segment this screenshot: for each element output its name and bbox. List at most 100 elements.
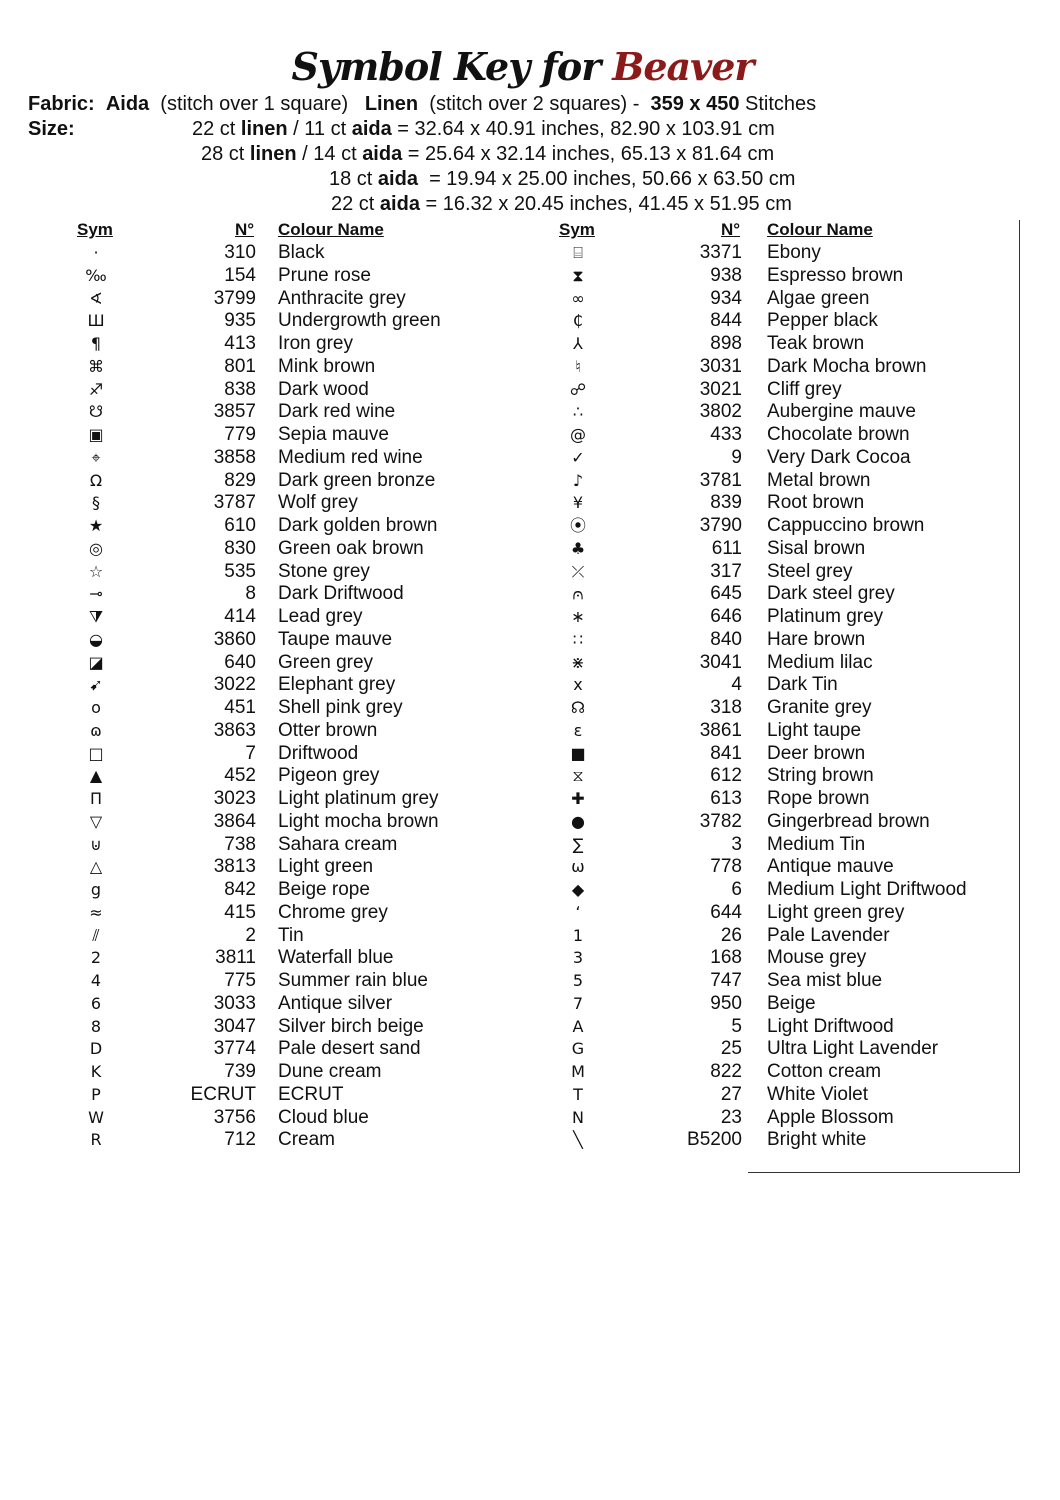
symbol-icon: ♣ — [570, 538, 586, 558]
symbol-icon: ⊸ — [89, 584, 103, 604]
colour-name: Pale Lavender — [767, 924, 890, 946]
floss-number: 5 — [731, 1015, 742, 1037]
symbol-icon: Ω — [89, 470, 103, 490]
floss-number: 739 — [224, 1061, 256, 1082]
symbol-icon: ɷ — [90, 720, 102, 740]
colour-name: Ebony — [767, 242, 821, 263]
symbol-icon: g — [90, 880, 102, 899]
symbol-icon: 7 — [572, 993, 584, 1013]
size-line-part: 28 ct — [201, 143, 250, 165]
colour-name: Shell pink grey — [278, 697, 403, 718]
colour-name: Stone grey — [278, 560, 370, 582]
fabric-label: Fabric: — [28, 93, 95, 115]
floss-number: 535 — [224, 560, 256, 582]
floss-number: 3756 — [213, 1106, 256, 1128]
size-line: 22 ct aida = 16.32 x 20.45 inches, 41.45… — [331, 193, 792, 216]
symbol-icon: ➹ — [89, 675, 103, 695]
symbol-icon: ¶ — [90, 334, 102, 353]
fabric-line: Fabric: Aida (stitch over 1 square) Line… — [28, 93, 816, 116]
symbol-icon: ⧖ — [572, 766, 584, 786]
floss-number: 3781 — [699, 469, 742, 491]
colour-name: Medium red wine — [278, 446, 423, 468]
colour-name: Dark Tin — [767, 674, 838, 696]
colour-name: Taupe mauve — [278, 628, 393, 650]
symbol-icon: △ — [89, 857, 103, 877]
symbol-icon: W — [88, 1107, 104, 1127]
floss-number: 3782 — [699, 810, 742, 832]
floss-number: 611 — [711, 537, 742, 559]
floss-number: 26 — [720, 924, 742, 946]
floss-number: 25 — [720, 1038, 742, 1060]
floss-number: 640 — [224, 651, 256, 673]
size-line-part: 18 ct — [329, 168, 378, 190]
symbol-icon: P — [91, 1084, 101, 1104]
size-label-text: Size: — [28, 118, 75, 140]
floss-number: 3371 — [699, 242, 742, 263]
colour-name: Prune rose — [278, 264, 371, 286]
colour-name: Dark Mocha brown — [767, 355, 927, 377]
floss-number: 415 — [224, 901, 256, 923]
floss-number: 3802 — [699, 401, 742, 423]
colour-name: Dark wood — [278, 378, 369, 400]
colour-name: Mouse grey — [767, 947, 867, 969]
colour-name: Light green — [278, 856, 374, 878]
size-line-part: aida — [362, 143, 403, 165]
colour-name: Mink brown — [278, 355, 376, 377]
floss-number: 646 — [710, 606, 742, 627]
size-line-part: = 25.64 x 32.14 inches, 65.13 x 81.64 cm — [402, 143, 775, 165]
symbol-icon: ☆ — [88, 561, 104, 581]
colour-name: Dark red wine — [278, 401, 396, 423]
symbol-icon: 3 — [572, 948, 584, 968]
left-header-name: Colour Name — [278, 220, 384, 239]
colour-name: Deer brown — [767, 742, 866, 764]
floss-number: 3861 — [699, 719, 742, 741]
symbol-icon: ∑ — [572, 834, 584, 854]
symbol-icon: ⌖ — [91, 447, 101, 467]
colour-name: Lead grey — [278, 606, 363, 627]
floss-number: 451 — [224, 697, 256, 718]
symbol-icon: ☍ — [569, 379, 587, 399]
floss-number: 9 — [731, 446, 742, 468]
floss-number: 645 — [710, 583, 742, 605]
symbol-icon: ⌘ — [88, 356, 104, 376]
size-line-part: aida — [379, 193, 420, 215]
floss-number: ECRUT — [190, 1083, 256, 1105]
floss-number: 7 — [245, 742, 256, 764]
floss-number: 3813 — [213, 856, 256, 878]
floss-number: 747 — [710, 970, 742, 991]
floss-number: 838 — [224, 378, 256, 400]
floss-number: 613 — [710, 788, 742, 809]
floss-number: 8 — [245, 583, 256, 605]
floss-number: 452 — [224, 765, 256, 787]
colour-name: Hare brown — [767, 628, 866, 650]
symbol-icon: □ — [88, 743, 104, 763]
right-header-name: Colour Name — [767, 220, 873, 239]
symbol-icon: @ — [570, 425, 586, 444]
floss-number: 3787 — [213, 492, 256, 514]
symbol-icon: 5 — [572, 971, 584, 990]
floss-number: 3857 — [213, 401, 256, 423]
colour-name: Silver birch beige — [278, 1015, 424, 1037]
floss-number: 779 — [224, 424, 256, 445]
symbol-icon: ● — [571, 811, 585, 831]
colour-name: Cream — [278, 1129, 336, 1151]
symbol-icon: ¥ — [572, 493, 584, 513]
colour-name: Medium Light Driftwood — [767, 879, 967, 900]
colour-name: Gingerbread brown — [767, 810, 930, 832]
floss-number: 318 — [710, 697, 742, 718]
symbol-icon: ◆ — [571, 880, 585, 899]
floss-number: 3033 — [213, 992, 256, 1014]
symbol-icon: ☋ — [88, 402, 104, 422]
floss-number: 154 — [224, 264, 256, 286]
colour-name: Chrome grey — [278, 901, 388, 923]
symbol-icon: ☊ — [570, 698, 586, 717]
fabric-aida: Aida — [105, 93, 150, 115]
floss-number: 2 — [245, 924, 256, 946]
colour-name: Sepia mauve — [278, 424, 389, 445]
colour-name: Undergrowth green — [278, 310, 441, 332]
symbol-icon: ʻ — [575, 902, 581, 922]
symbol-icon: ★ — [88, 516, 104, 535]
symbol-icon: A — [572, 1016, 584, 1036]
colour-name: Chocolate brown — [767, 424, 910, 445]
floss-number: 950 — [710, 992, 742, 1014]
